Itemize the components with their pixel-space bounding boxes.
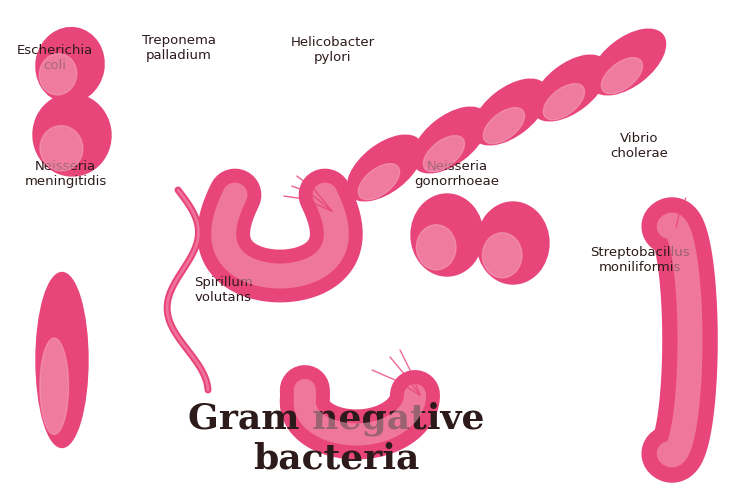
Ellipse shape: [483, 108, 525, 144]
Ellipse shape: [591, 29, 665, 95]
Ellipse shape: [40, 338, 69, 434]
Ellipse shape: [412, 107, 488, 173]
Ellipse shape: [532, 55, 607, 121]
Ellipse shape: [423, 136, 465, 172]
Text: Spirillum
volutans: Spirillum volutans: [194, 276, 252, 304]
Text: Treponema
palladium: Treponema palladium: [142, 34, 216, 62]
Ellipse shape: [358, 164, 400, 200]
Ellipse shape: [543, 84, 585, 120]
Text: Neisseria
meningitidis: Neisseria meningitidis: [25, 160, 107, 188]
Ellipse shape: [477, 202, 549, 284]
Text: Neisseria
gonorrhoeae: Neisseria gonorrhoeae: [414, 160, 499, 188]
Ellipse shape: [40, 125, 83, 171]
Ellipse shape: [482, 233, 522, 278]
Text: Gram negative
bacteria: Gram negative bacteria: [188, 402, 485, 475]
Ellipse shape: [602, 57, 643, 94]
Text: Escherichia
coli: Escherichia coli: [17, 44, 93, 72]
Ellipse shape: [33, 94, 111, 176]
Ellipse shape: [417, 225, 456, 270]
Ellipse shape: [36, 273, 88, 448]
Ellipse shape: [347, 135, 423, 201]
Text: Streptobacillus
moniliformis: Streptobacillus moniliformis: [590, 245, 689, 274]
Ellipse shape: [39, 54, 77, 95]
Ellipse shape: [411, 194, 483, 276]
Ellipse shape: [472, 79, 548, 145]
Text: Vibrio
cholerae: Vibrio cholerae: [610, 132, 669, 160]
Text: Helicobacter
pylori: Helicobacter pylori: [290, 36, 375, 65]
Ellipse shape: [36, 28, 104, 102]
